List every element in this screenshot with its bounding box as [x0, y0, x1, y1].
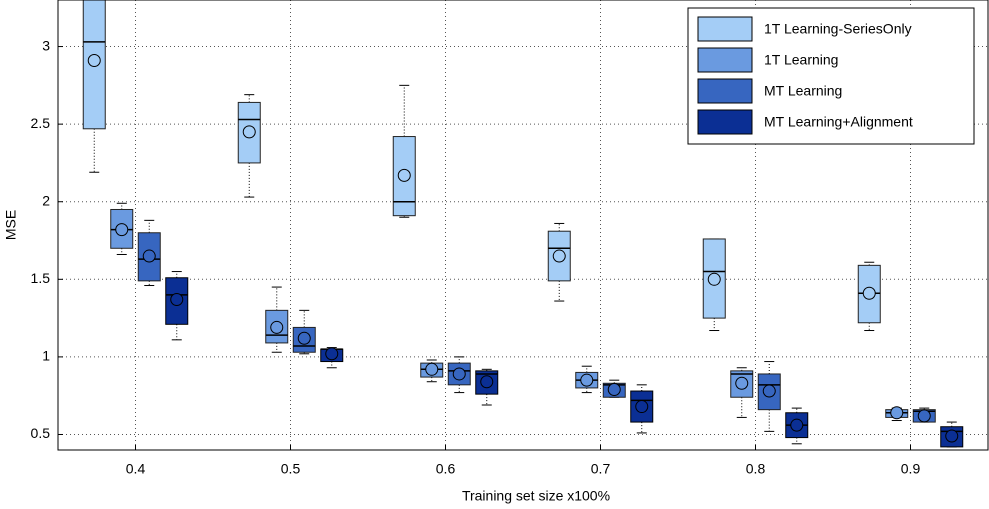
mean	[917, 409, 931, 423]
mean	[425, 362, 439, 376]
mean	[762, 384, 776, 398]
mean	[607, 382, 621, 396]
x-tick-label: 0.4	[126, 461, 146, 477]
mean	[397, 168, 411, 182]
x-tick-label: 0.9	[901, 461, 921, 477]
x-tick-label: 0.8	[746, 461, 766, 477]
mean	[790, 418, 804, 432]
mean	[707, 272, 721, 286]
mean	[890, 406, 904, 420]
mean	[862, 286, 876, 300]
mean	[87, 54, 101, 68]
boxes	[82, 0, 964, 448]
mean	[735, 376, 749, 390]
x-tick-label: 0.6	[436, 461, 456, 477]
legend-swatch	[697, 16, 753, 42]
mean	[142, 249, 156, 263]
mean	[552, 249, 566, 263]
y-tick-label: 2.5	[31, 115, 51, 131]
legend: 1T Learning-SeriesOnly 1T Learning MT Lear…	[687, 7, 975, 145]
y-tick-label: 1	[42, 348, 50, 364]
mean	[635, 400, 649, 414]
y-tick-label: 1.5	[31, 270, 51, 286]
y-tick-label: 2	[42, 192, 50, 208]
mean	[945, 429, 959, 443]
legend-label: 1T Learning-SeriesOnly	[764, 21, 912, 37]
legend-swatch	[697, 78, 753, 104]
legend-label: MT Learning	[764, 83, 842, 99]
mean	[452, 367, 466, 381]
legend-swatch	[697, 109, 753, 135]
plot-frame	[57, 0, 989, 451]
legend-swatch	[697, 47, 753, 73]
y-axis-label: MSE	[3, 210, 19, 240]
mean	[297, 331, 311, 345]
mean	[170, 292, 184, 306]
legend-label: 1T Learning	[764, 52, 838, 68]
y-tick-label: 3	[42, 37, 50, 53]
mean	[325, 347, 339, 361]
mean	[580, 373, 594, 387]
mean	[242, 125, 256, 139]
legend-label: MT Learning+Alignment	[764, 114, 913, 130]
mean	[270, 320, 284, 334]
y-tick-label: 0.5	[31, 425, 51, 441]
x-tick-label: 0.5	[281, 461, 301, 477]
x-tick-label: 0.7	[591, 461, 611, 477]
x-axis-label: Training set size x100%	[462, 488, 610, 504]
mean	[115, 223, 129, 237]
grid	[58, 0, 988, 450]
mean	[480, 375, 494, 389]
